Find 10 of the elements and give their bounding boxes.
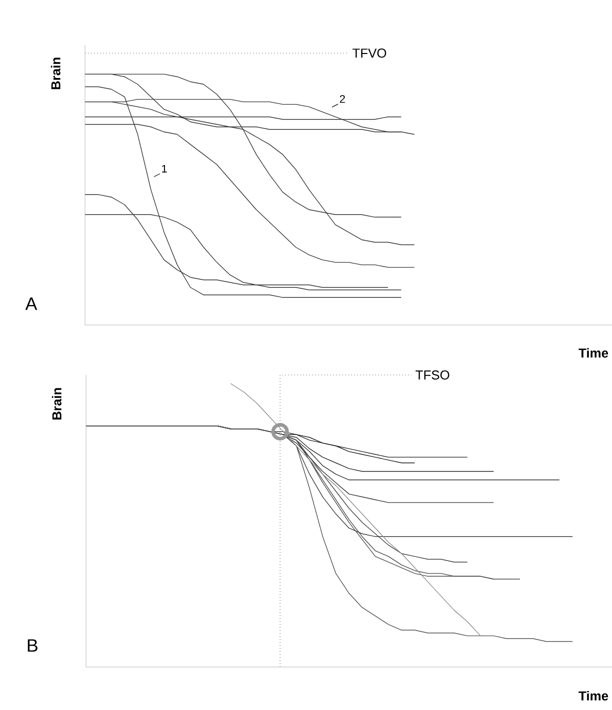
text: TFSO bbox=[416, 370, 450, 380]
text: A bbox=[25, 298, 38, 310]
annotation: 2 bbox=[340, 95, 345, 103]
y-axis-title: Brain bbox=[50, 58, 60, 90]
annotation: 1 bbox=[162, 164, 167, 172]
text: B bbox=[28, 639, 38, 652]
x-axis-title: Time bbox=[578, 348, 608, 358]
y-axis-title: Brain bbox=[52, 388, 62, 420]
ref-line-label: TFVO bbox=[352, 48, 386, 58]
x-axis-title: Time bbox=[578, 690, 608, 700]
